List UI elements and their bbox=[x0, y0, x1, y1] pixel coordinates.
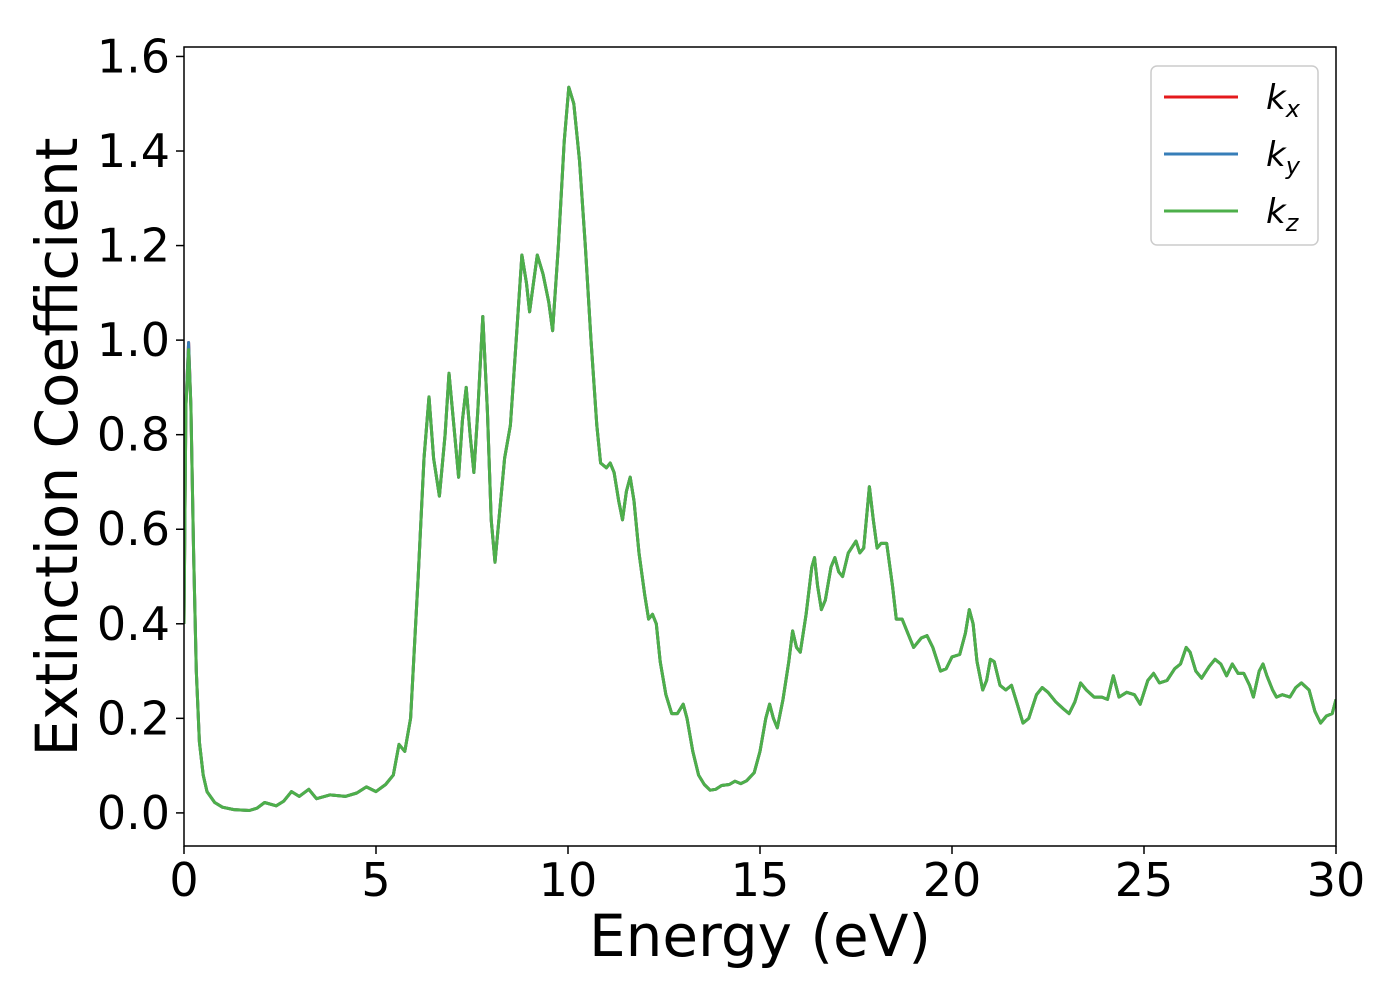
y-tick-label: 0.2 bbox=[97, 691, 170, 745]
series-line-kz bbox=[184, 85, 1336, 812]
y-tick-label: 0.4 bbox=[97, 597, 170, 651]
y-axis-ticks: 0.0 0.2 0.4 0.6 0.8 1.0 1.2 1.4 1.6 bbox=[97, 29, 184, 840]
x-axis-ticks: 0 5 10 15 20 25 30 bbox=[169, 846, 1365, 907]
y-tick-label: 0.8 bbox=[97, 408, 170, 462]
x-tick-label: 0 bbox=[169, 853, 198, 907]
x-axis-label: Energy (eV) bbox=[589, 902, 931, 970]
y-tick-label: 1.4 bbox=[97, 124, 170, 178]
x-tick-label: 5 bbox=[361, 853, 390, 907]
x-tick-label: 10 bbox=[539, 853, 598, 907]
series-lines bbox=[184, 85, 1336, 812]
x-tick-label: 15 bbox=[731, 853, 790, 907]
legend: kx ky kz bbox=[1150, 65, 1319, 246]
y-tick-label: 1.2 bbox=[97, 219, 170, 273]
y-tick-label: 1.6 bbox=[97, 29, 170, 83]
y-axis-label: Extinction Coefficient bbox=[23, 138, 91, 757]
legend-label-ky: ky bbox=[1266, 135, 1301, 180]
x-tick-label: 20 bbox=[923, 853, 982, 907]
y-tick-label: 1.0 bbox=[97, 313, 170, 367]
y-tick-label: 0.6 bbox=[97, 502, 170, 556]
legend-label-kx: kx bbox=[1266, 78, 1301, 123]
y-tick-label: 0.0 bbox=[97, 786, 170, 840]
legend-label-kz: kz bbox=[1266, 192, 1300, 237]
x-tick-label: 30 bbox=[1307, 853, 1366, 907]
x-tick-label: 25 bbox=[1115, 853, 1174, 907]
